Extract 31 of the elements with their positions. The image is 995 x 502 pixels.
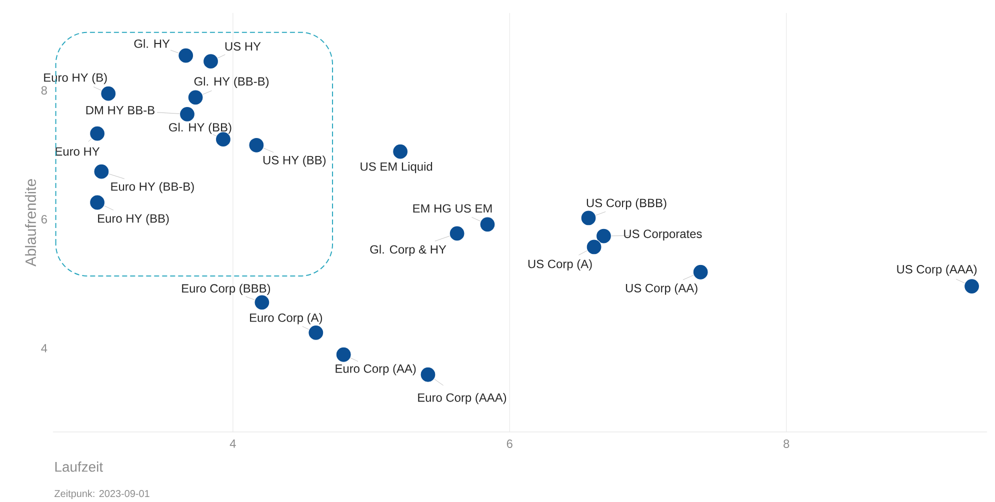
x-tick-label: 4 (230, 440, 236, 448)
x-tick-label: 8 (784, 440, 790, 448)
y-tick-label: 6 (41, 215, 47, 224)
annotation: US Corp (BBB) (586, 198, 666, 210)
y-tick-label: 4 (41, 344, 48, 352)
annotation: US HY (225, 42, 261, 51)
annotation: Euro HY (BB) (98, 214, 169, 226)
annotation: DM HY BB-B (86, 106, 154, 114)
annotation: Euro Corp (A) (250, 313, 322, 324)
annotation: Euro Corp (BBB) (182, 284, 270, 295)
y-axis-title: Ablaufrendite (25, 179, 36, 266)
annotation: Euro HY (BB-B) (111, 182, 194, 194)
x-tick-label: 6 (506, 440, 512, 448)
x-axis-title: Laufzeit (55, 462, 103, 472)
annotation: US Corp (A) (528, 259, 592, 271)
annotation: US Corp (AAA) (897, 264, 977, 276)
annotation: Gl. HY (BB-B) (194, 76, 269, 88)
annotation: US Corporates (624, 230, 702, 240)
annotation: Gl. HY (134, 39, 170, 48)
y-tick-label: 8 (41, 86, 47, 95)
annotation: US EM Liquid (360, 162, 432, 174)
annotation: US Corp (AA) (626, 284, 698, 295)
text: Zeitpunk: 2023-09-01 (54, 490, 150, 500)
annotation: Euro Corp (AA) (336, 364, 416, 376)
annotation: Euro HY (B) (44, 73, 107, 84)
annotation: US HY (BB) (263, 156, 326, 167)
annotation: Gl. Corp & HY (370, 244, 446, 256)
annotation: Gl. HY (BB) (169, 122, 232, 134)
annotation: EM HG US EM (413, 204, 492, 213)
annotation: Euro Corp (AAA) (418, 393, 506, 404)
annotation: Euro HY (56, 147, 100, 156)
